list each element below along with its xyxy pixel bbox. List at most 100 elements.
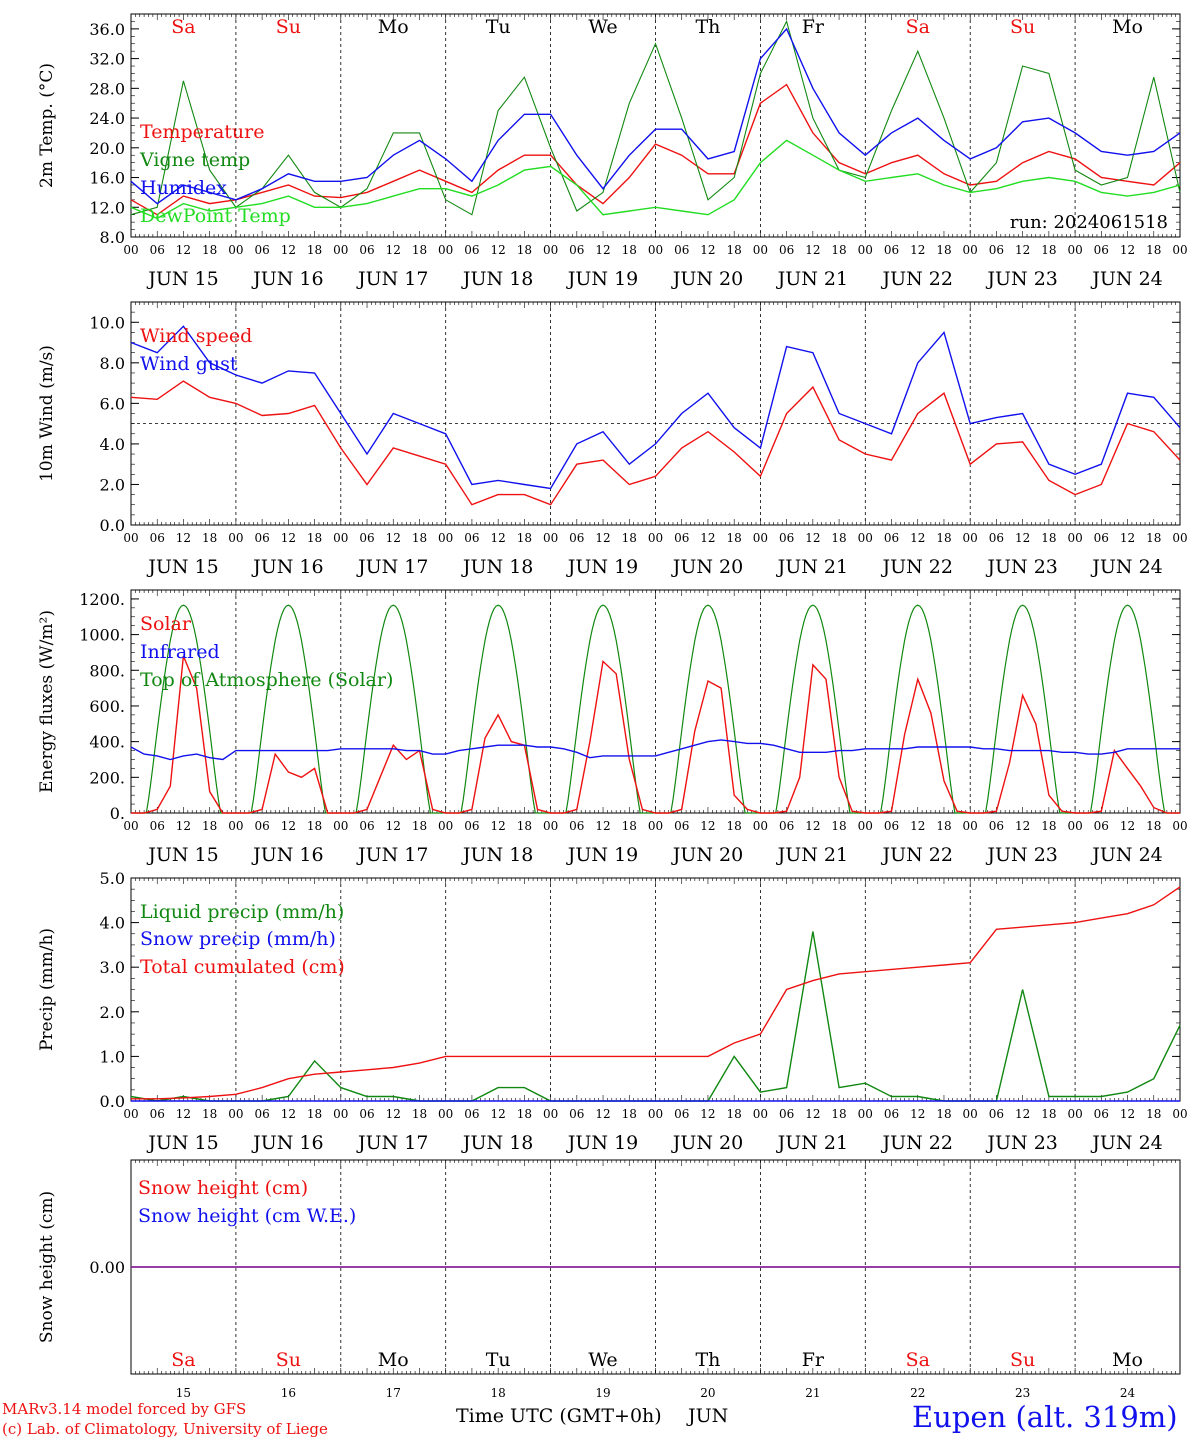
y-tick-label: 200. bbox=[89, 768, 125, 787]
x-hour-label: 18 bbox=[936, 1107, 951, 1121]
x-hour-label: 18 bbox=[1146, 531, 1161, 545]
x-hour-label: 12 bbox=[700, 1107, 715, 1121]
y-tick-label: 28.0 bbox=[89, 79, 125, 98]
x-hour-label: 06 bbox=[569, 531, 584, 545]
x-date-label: JUN 17 bbox=[356, 1132, 428, 1154]
x-date-label: JUN 22 bbox=[881, 556, 953, 578]
x-hour-label: 00 bbox=[1067, 819, 1082, 833]
x-hour-label: 12 bbox=[281, 531, 296, 545]
y-tick-label: 10.0 bbox=[89, 313, 125, 332]
x-hour-label: 12 bbox=[805, 1107, 820, 1121]
y-tick-label: 2.0 bbox=[100, 475, 125, 494]
weekday-label: Tu bbox=[486, 16, 511, 38]
x-hour-label: 00 bbox=[543, 819, 558, 833]
legend-entry: DewPoint Temp bbox=[140, 205, 291, 227]
x-hour-label: 06 bbox=[989, 1107, 1004, 1121]
panel-frame bbox=[130, 13, 1181, 238]
weekday-label: Fr bbox=[802, 16, 825, 38]
weekday-label: Su bbox=[276, 1349, 301, 1371]
x-hour-label: 06 bbox=[254, 819, 269, 833]
x-hour-label: 00 bbox=[123, 531, 138, 545]
x-hour-label: 12 bbox=[805, 531, 820, 545]
x-hour-label: 00 bbox=[648, 819, 663, 833]
series-line bbox=[131, 655, 1180, 814]
x-hour-label: 12 bbox=[491, 1107, 506, 1121]
x-day-number: 16 bbox=[281, 1386, 296, 1400]
x-date-label: JUN 19 bbox=[566, 1132, 638, 1154]
x-hour-label: 06 bbox=[464, 243, 479, 257]
series-line-top-of-atmosphere bbox=[131, 604, 1180, 814]
x-hour-label: 00 bbox=[648, 1107, 663, 1121]
series-line bbox=[130, 139, 1181, 220]
x-hour-label: 00 bbox=[333, 1107, 348, 1121]
x-hour-label: 18 bbox=[412, 243, 427, 257]
y-axis-label: 10m Wind (m/s) bbox=[37, 345, 57, 482]
x-hour-label: 18 bbox=[517, 1107, 532, 1121]
x-date-label: JUN 22 bbox=[881, 268, 953, 290]
x-hour-label: 18 bbox=[727, 531, 742, 545]
series-line bbox=[130, 27, 1181, 205]
x-hour-label: 12 bbox=[386, 243, 401, 257]
legend-entry: Snow height (cm W.E.) bbox=[138, 1205, 356, 1227]
x-hour-label: 18 bbox=[202, 819, 217, 833]
x-hour-label: 06 bbox=[779, 243, 794, 257]
x-hour-label: 00 bbox=[333, 531, 348, 545]
legend-entry: Temperature bbox=[140, 121, 264, 143]
x-hour-label: 12 bbox=[1015, 531, 1030, 545]
y-tick-label: 32.0 bbox=[89, 50, 125, 69]
weekday-label: Th bbox=[695, 16, 720, 38]
x-date-label: JUN 18 bbox=[461, 844, 533, 866]
y-tick-label: 1.0 bbox=[100, 1047, 125, 1066]
x-hour-label: 12 bbox=[491, 243, 506, 257]
x-date-label: JUN 19 bbox=[566, 268, 638, 290]
x-date-label: JUN 22 bbox=[881, 1132, 953, 1154]
weekday-label: Sa bbox=[171, 16, 195, 38]
y-tick-label: 0.0 bbox=[100, 516, 125, 535]
x-hour-label: 12 bbox=[176, 819, 191, 833]
x-hour-label: 06 bbox=[779, 531, 794, 545]
series-line bbox=[130, 739, 1180, 761]
y-tick-label: 1200. bbox=[79, 590, 125, 609]
x-hour-label: 00 bbox=[963, 243, 978, 257]
x-date-label: JUN 16 bbox=[251, 844, 323, 866]
x-hour-label: 12 bbox=[1120, 1107, 1135, 1121]
x-day-number: 24 bbox=[1120, 1386, 1136, 1400]
x-date-label: JUN 23 bbox=[985, 556, 1057, 578]
y-tick-label: 8.0 bbox=[100, 228, 125, 247]
x-hour-label: 12 bbox=[700, 819, 715, 833]
x-hour-label: 00 bbox=[1172, 243, 1187, 257]
x-hour-label: 12 bbox=[805, 243, 820, 257]
x-hour-label: 06 bbox=[884, 531, 899, 545]
x-hour-label: 06 bbox=[884, 243, 899, 257]
x-hour-label: 00 bbox=[753, 1107, 768, 1121]
x-date-label: JUN 22 bbox=[881, 844, 953, 866]
x-hour-label: 06 bbox=[150, 243, 165, 257]
legend-entry: Snow height (cm) bbox=[138, 1177, 308, 1199]
y-tick-label: 24.0 bbox=[89, 109, 125, 128]
x-hour-label: 18 bbox=[412, 531, 427, 545]
x-hour-label: 18 bbox=[936, 531, 951, 545]
y-tick-label: 20.0 bbox=[89, 139, 125, 158]
x-hour-label: 00 bbox=[438, 1107, 453, 1121]
x-hour-label: 00 bbox=[543, 1107, 558, 1121]
x-hour-label: 00 bbox=[1067, 531, 1082, 545]
x-hour-label: 12 bbox=[910, 531, 925, 545]
x-hour-label: 18 bbox=[622, 243, 637, 257]
model-credit: MARv3.14 model forced by GFS bbox=[2, 1400, 247, 1418]
x-day-number: 23 bbox=[1015, 1386, 1030, 1400]
x-hour-label: 12 bbox=[910, 819, 925, 833]
legend-entry: Liquid precip (mm/h) bbox=[140, 901, 344, 923]
x-hour-label: 12 bbox=[1015, 1107, 1030, 1121]
x-hour-label: 18 bbox=[202, 243, 217, 257]
x-hour-label: 00 bbox=[1067, 1107, 1082, 1121]
weekday-label: Th bbox=[695, 1349, 720, 1371]
x-hour-label: 06 bbox=[150, 819, 165, 833]
weekday-label: Mo bbox=[1112, 16, 1143, 38]
x-date-label: JUN 21 bbox=[776, 556, 848, 578]
weekday-label: We bbox=[588, 16, 617, 38]
x-hour-label: 00 bbox=[648, 243, 663, 257]
x-hour-label: 00 bbox=[333, 819, 348, 833]
x-hour-label: 06 bbox=[464, 1107, 479, 1121]
x-hour-label: 00 bbox=[858, 531, 873, 545]
x-hour-label: 12 bbox=[595, 1107, 610, 1121]
